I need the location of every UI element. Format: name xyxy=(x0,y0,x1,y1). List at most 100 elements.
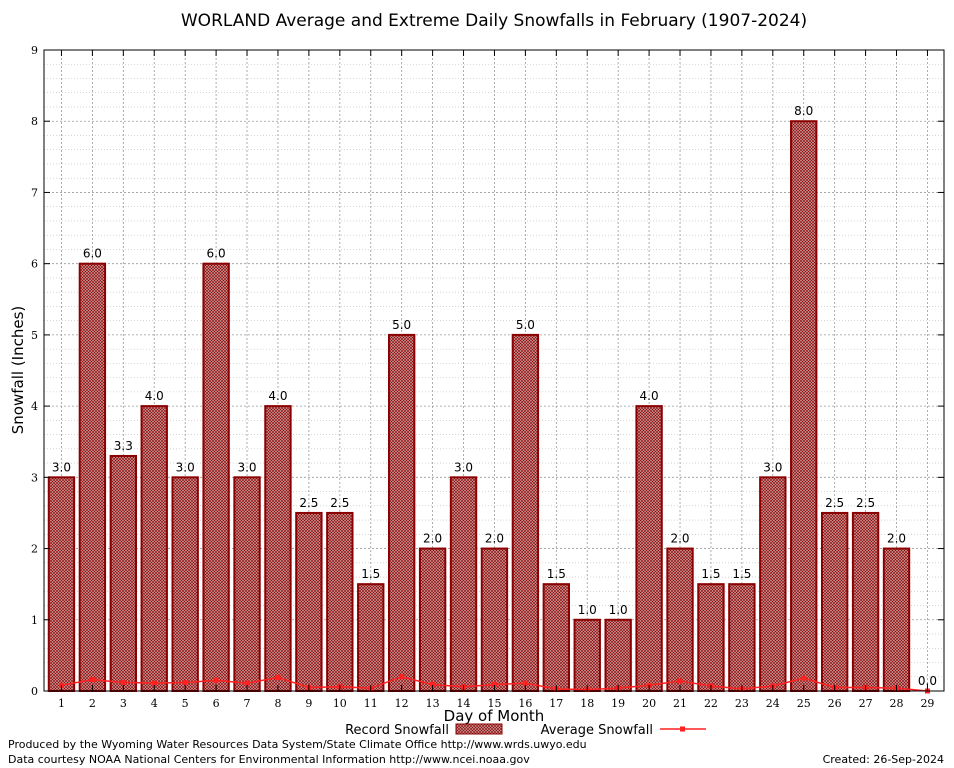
average-point-day-12 xyxy=(399,674,405,680)
bar-value-label: 1.0 xyxy=(609,603,628,617)
bar-day-26 xyxy=(820,511,849,693)
bar-value-label: 6.0 xyxy=(83,247,102,261)
x-tick-label: 17 xyxy=(549,697,563,710)
bar-value-label: 1.5 xyxy=(361,567,380,581)
bar-value-label: 2.0 xyxy=(670,532,689,546)
bar-value-label: 5.0 xyxy=(516,318,535,332)
bar-day-9 xyxy=(295,511,323,693)
bar-value-label: 3.0 xyxy=(237,460,256,474)
average-point-day-8 xyxy=(275,674,281,680)
y-tick-label: 0 xyxy=(31,685,38,698)
x-tick-label: 1 xyxy=(58,697,65,710)
x-tick-label: 5 xyxy=(182,697,189,710)
y-tick-label: 2 xyxy=(31,543,38,556)
average-point-day-6 xyxy=(213,677,219,683)
y-tick-label: 8 xyxy=(31,115,38,128)
y-tick-label: 1 xyxy=(31,614,38,627)
bar-value-label: 1.5 xyxy=(701,567,720,581)
x-tick-label: 25 xyxy=(797,697,811,710)
x-tick-label: 26 xyxy=(828,697,842,710)
bar-value-label: 4.0 xyxy=(145,389,164,403)
average-point-day-21 xyxy=(677,678,683,684)
x-tick-label: 13 xyxy=(426,697,440,710)
y-tick-label: 4 xyxy=(31,400,38,413)
legend: Record Snowfall Average Snowfall xyxy=(345,723,706,738)
average-point-day-15 xyxy=(491,682,497,688)
bar-day-13 xyxy=(418,547,447,692)
y-axis-ticks: 0 1 2 3 4 5 6 7 8 9 xyxy=(31,44,944,698)
bar-day-19 xyxy=(604,618,632,692)
y-tick-label: 9 xyxy=(31,44,38,57)
bar-day-14 xyxy=(449,476,478,693)
x-tick-label: 24 xyxy=(766,697,780,710)
average-point-day-3 xyxy=(120,679,126,685)
average-point-day-4 xyxy=(151,680,157,686)
x-axis-label: Day of Month xyxy=(444,707,545,725)
x-tick-label: 23 xyxy=(735,697,749,710)
x-tick-label: 21 xyxy=(673,697,687,710)
bar-value-label: 8.0 xyxy=(794,104,813,118)
x-tick-label: 20 xyxy=(642,697,656,710)
bar-day-20 xyxy=(635,405,663,692)
x-tick-label: 29 xyxy=(920,697,934,710)
bar-day-11 xyxy=(357,583,385,693)
bar-value-label: 1.5 xyxy=(732,567,751,581)
bar-value-label: 3.0 xyxy=(176,460,195,474)
bar-value-label: 1.0 xyxy=(578,603,597,617)
chart-title: WORLAND Average and Extreme Daily Snowfa… xyxy=(181,11,807,31)
bar-day-7 xyxy=(233,476,261,693)
bar-day-27 xyxy=(851,511,880,693)
average-point-day-2 xyxy=(89,677,95,683)
bar-value-label: 3.0 xyxy=(454,460,473,474)
average-point-day-25 xyxy=(801,675,807,681)
legend-record-label: Record Snowfall xyxy=(345,723,449,738)
bar-value-label: 2.0 xyxy=(887,532,906,546)
x-tick-label: 19 xyxy=(611,697,625,710)
bar-day-8 xyxy=(264,405,292,692)
bar-value-label: 2.0 xyxy=(423,532,442,546)
bar-value-label: 3.3 xyxy=(114,439,133,453)
x-tick-label: 12 xyxy=(395,697,409,710)
bar-value-label: 3.0 xyxy=(52,460,71,474)
average-point-day-16 xyxy=(522,680,528,686)
bar-value-label: 5.0 xyxy=(392,318,411,332)
bar-value-label: 4.0 xyxy=(268,389,287,403)
bar-value-label: 2.5 xyxy=(330,496,349,510)
bar-day-6 xyxy=(202,262,230,692)
average-point-day-5 xyxy=(182,679,188,685)
bar-value-label: 1.5 xyxy=(547,567,566,581)
bar-day-24 xyxy=(759,476,787,693)
bar-day-1 xyxy=(47,476,76,693)
bar-day-3 xyxy=(109,454,137,693)
bar-day-10 xyxy=(326,511,354,693)
legend-average-label: Average Snowfall xyxy=(541,723,653,738)
footer-produced-by: Produced by the Wyoming Water Resources … xyxy=(8,738,587,751)
x-tick-label: 27 xyxy=(859,697,873,710)
x-tick-label: 18 xyxy=(580,697,594,710)
bar-day-12 xyxy=(387,333,416,692)
x-tick-label: 6 xyxy=(213,697,220,710)
bar-day-18 xyxy=(573,618,601,692)
x-tick-label: 8 xyxy=(274,697,281,710)
legend-average-marker xyxy=(680,726,685,732)
bar-day-22 xyxy=(697,583,725,693)
x-tick-label: 4 xyxy=(151,697,158,710)
bar-day-23 xyxy=(728,583,756,693)
average-point-day-7 xyxy=(244,680,250,686)
bar-day-17 xyxy=(542,583,570,693)
x-tick-label: 9 xyxy=(305,697,312,710)
bar-day-28 xyxy=(882,547,911,692)
bar-labels-layer: 3.0 6.0 3.3 4.0 3.0 6.0 3.0 4.0 2.5 2.5 1.5 5.0 2.0 3… xyxy=(52,104,937,688)
bar-day-15 xyxy=(480,547,509,692)
x-tick-label: 3 xyxy=(120,697,127,710)
x-tick-label: 2 xyxy=(89,697,96,710)
average-point-day-13 xyxy=(430,682,436,688)
x-tick-label: 16 xyxy=(518,697,532,710)
x-tick-label: 28 xyxy=(890,697,904,710)
bar-value-label: 2.0 xyxy=(485,532,504,546)
footer-data-courtesy: Data courtesy NOAA National Centers for … xyxy=(8,753,530,766)
bar-day-21 xyxy=(666,547,694,692)
bar-value-label: 6.0 xyxy=(207,247,226,261)
bar-value-label: 3.0 xyxy=(763,460,782,474)
